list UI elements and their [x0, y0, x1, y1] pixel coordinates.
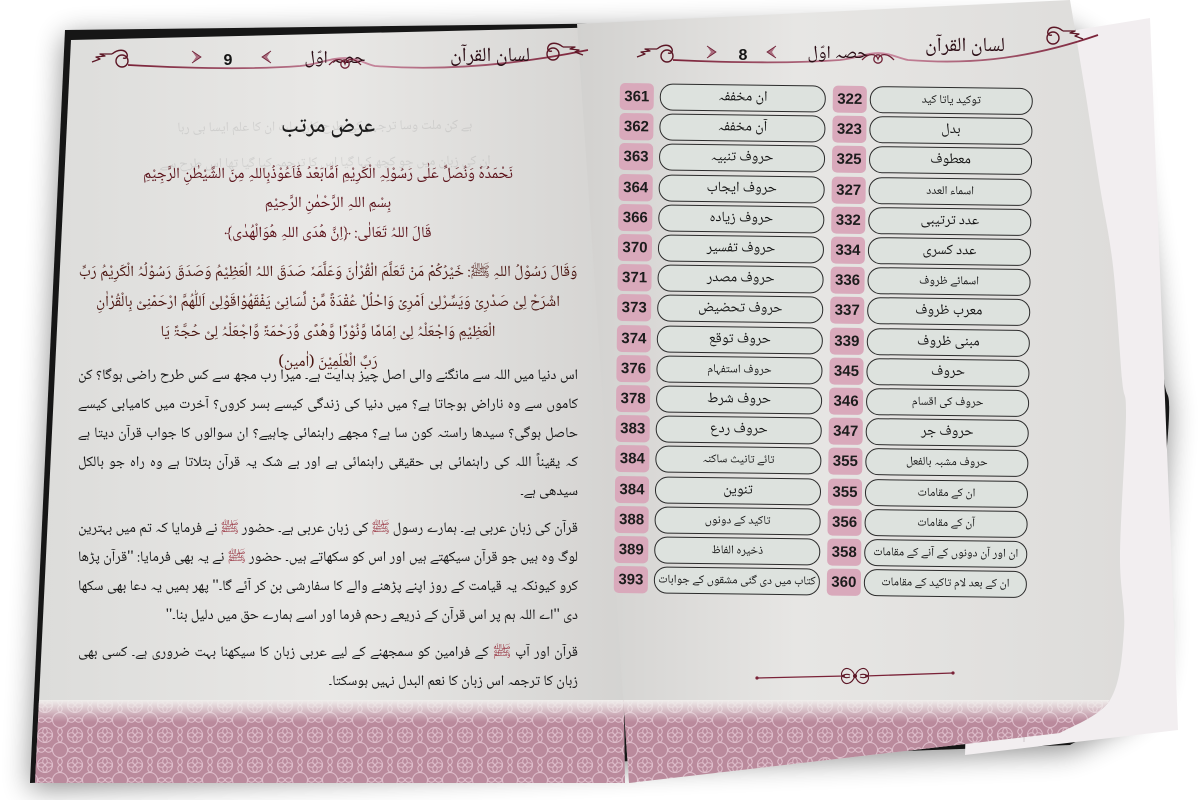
svg-text:9: 9 — [224, 52, 233, 69]
svg-text:لسان القرآن: لسان القرآن — [925, 30, 1005, 64]
svg-text:8: 8 — [739, 47, 748, 64]
svg-text:لسان القرآن: لسان القرآن — [450, 40, 530, 74]
svg-text:حصہ اوّل: حصہ اوّل — [807, 40, 868, 70]
